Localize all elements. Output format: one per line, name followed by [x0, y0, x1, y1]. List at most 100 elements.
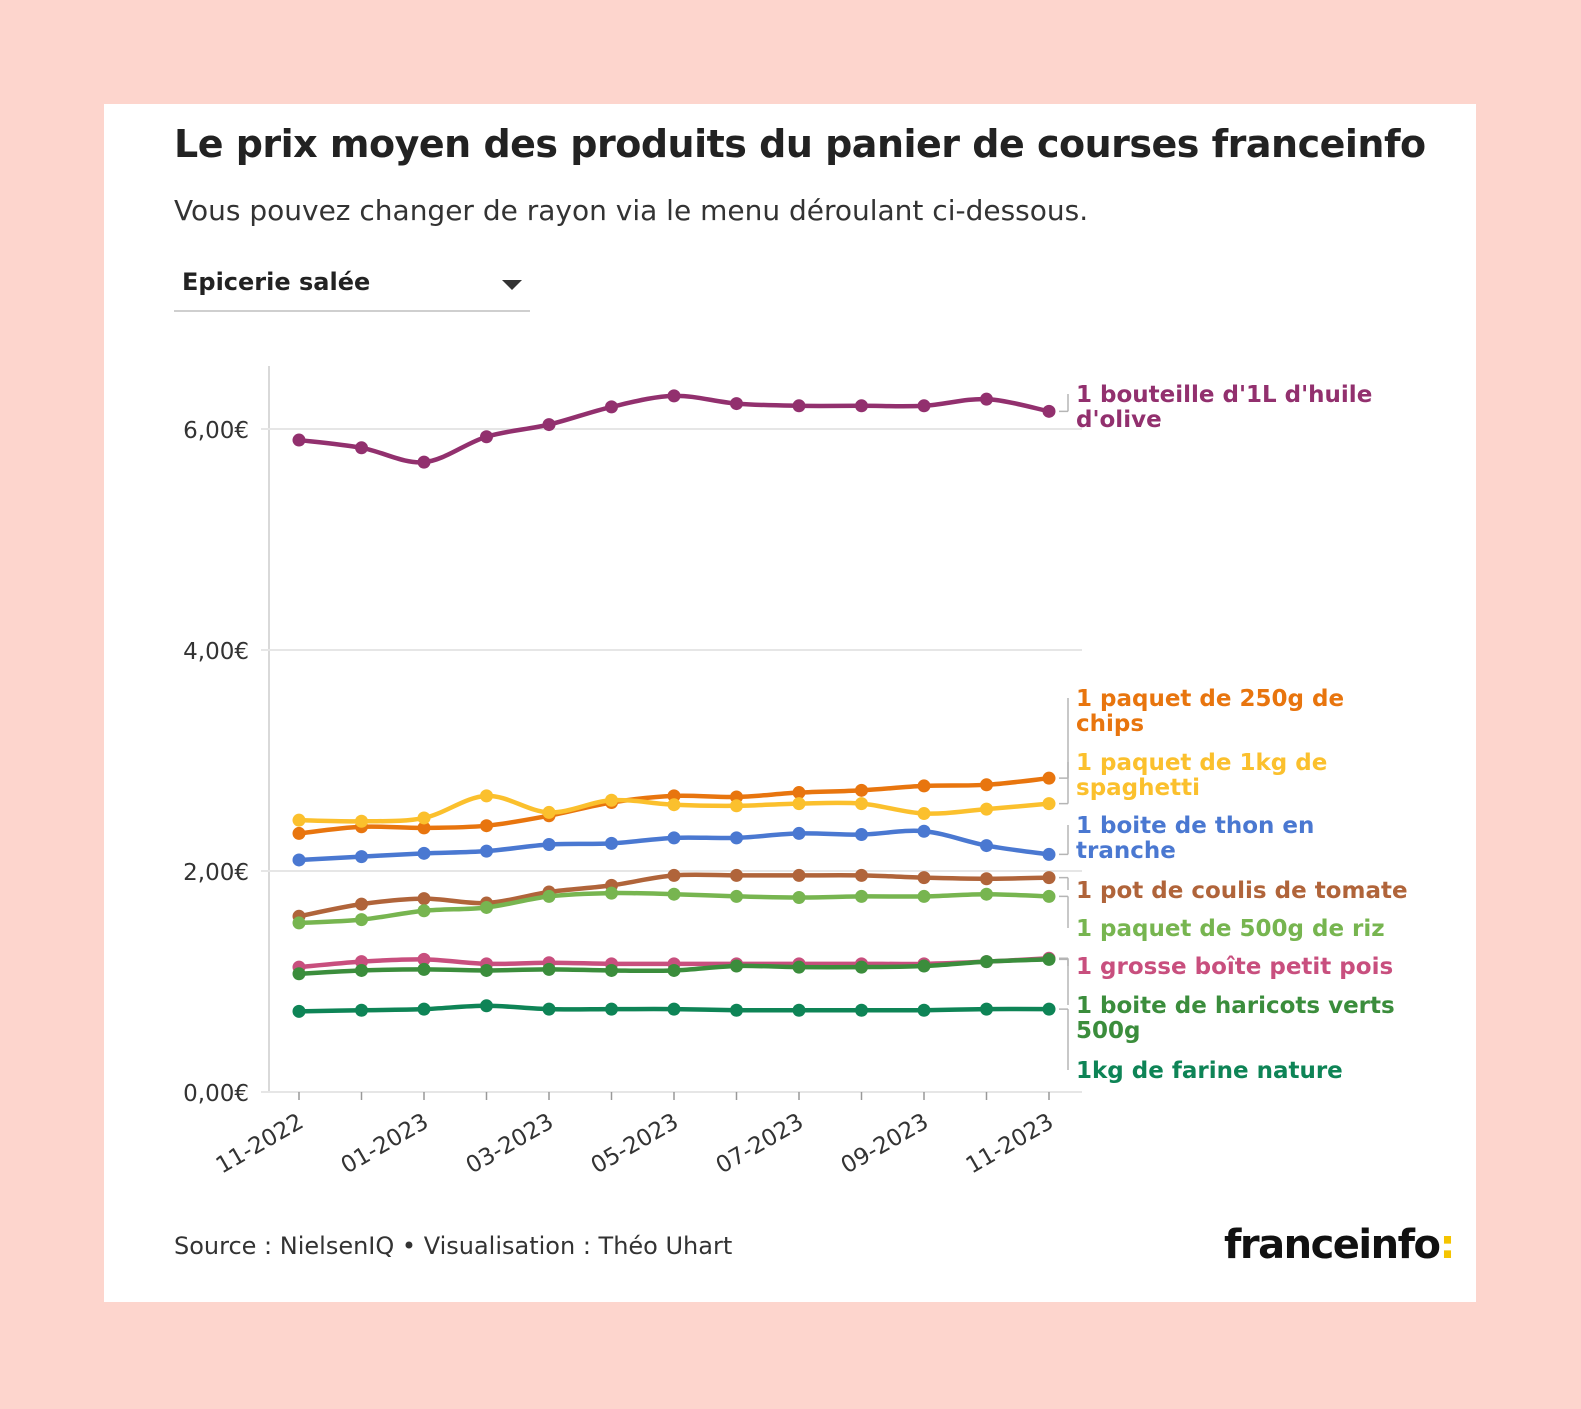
data-point	[980, 872, 993, 886]
data-point	[855, 783, 868, 797]
data-point	[855, 828, 868, 842]
label-connector	[1059, 1008, 1069, 1070]
label-connector	[1059, 958, 1069, 1005]
data-point	[667, 1002, 681, 1016]
data-point	[792, 786, 806, 800]
label-connector	[1059, 394, 1069, 413]
x-tick-label: 11-2023	[962, 1109, 1058, 1180]
data-point	[355, 850, 368, 864]
data-point	[480, 844, 493, 858]
data-point	[417, 962, 431, 976]
data-point	[667, 963, 681, 977]
data-point	[417, 821, 431, 835]
data-point	[917, 1003, 931, 1017]
series-label: 1 paquet de 500g de riz	[1076, 916, 1385, 942]
data-point	[730, 799, 743, 813]
data-point	[917, 779, 931, 793]
data-point	[480, 999, 493, 1013]
data-point	[980, 887, 993, 901]
label-connector	[1059, 825, 1069, 856]
data-point	[542, 805, 556, 819]
data-point	[1042, 952, 1056, 966]
data-point	[292, 853, 306, 867]
data-point	[855, 1003, 868, 1017]
series-label: 500g	[1076, 1018, 1140, 1044]
data-point	[417, 846, 431, 860]
data-point	[1042, 771, 1056, 785]
series-label: 1 pot de coulis de tomate	[1076, 878, 1408, 904]
label-connector	[1059, 698, 1069, 779]
rayon-dropdown[interactable]: Epicerie salée	[174, 262, 530, 312]
franceinfo-logo: franceinfo:	[1223, 1222, 1455, 1268]
data-point	[355, 814, 368, 828]
data-point	[355, 441, 368, 455]
data-point	[605, 400, 618, 414]
data-point	[292, 433, 306, 447]
series-label: 1 boite de thon en	[1076, 813, 1314, 839]
y-tick-label: 4,00€	[183, 639, 249, 665]
data-point	[730, 1003, 743, 1017]
data-point	[355, 963, 368, 977]
label-connector	[1059, 876, 1069, 890]
rayon-dropdown-value: Epicerie salée	[182, 268, 371, 296]
data-point	[667, 868, 681, 882]
data-point	[292, 826, 306, 840]
data-point	[542, 889, 556, 903]
data-point	[667, 831, 681, 845]
data-point	[980, 1002, 993, 1016]
data-point	[417, 811, 431, 825]
y-tick-label: 0,00€	[183, 1081, 249, 1107]
data-point	[917, 871, 931, 885]
data-point	[792, 868, 806, 882]
data-point	[667, 798, 681, 812]
series-label: chips	[1076, 711, 1144, 737]
data-point	[792, 1003, 806, 1017]
data-point	[480, 819, 493, 833]
series-label: 1 paquet de 1kg de	[1076, 750, 1327, 776]
data-point	[917, 824, 931, 838]
data-point	[605, 963, 618, 977]
data-point	[292, 813, 306, 827]
series-label: 1 paquet de 250g de	[1076, 686, 1344, 712]
data-point	[417, 1002, 431, 1016]
data-point	[355, 913, 368, 927]
data-point	[980, 778, 993, 792]
data-point	[417, 952, 431, 966]
data-point	[792, 891, 806, 905]
series-label: tranche	[1076, 838, 1176, 864]
line-chart: 0,00€ 2,00€ 4,00€ 6,00€ 11-2022 01-2023 03-202…	[183, 366, 1408, 1180]
data-point	[480, 963, 493, 977]
data-point	[417, 892, 431, 906]
data-point	[730, 889, 743, 903]
data-point	[730, 397, 743, 411]
data-point	[917, 889, 931, 903]
data-point	[292, 1004, 306, 1018]
source-credit: Source : NielsenIQ • Visualisation : Thé…	[174, 1232, 733, 1260]
data-point	[980, 802, 993, 816]
x-tick-label: 01-2023	[337, 1109, 433, 1180]
data-point	[292, 967, 306, 981]
data-point	[605, 886, 618, 900]
data-point	[480, 789, 493, 803]
data-point	[1042, 847, 1056, 861]
data-point	[730, 831, 743, 845]
data-point	[980, 392, 993, 406]
data-point	[730, 868, 743, 882]
data-point	[605, 793, 618, 807]
series-label: 1 bouteille d'1L d'huile	[1076, 382, 1372, 408]
data-point	[792, 797, 806, 811]
data-point	[667, 887, 681, 901]
chart-title: Le prix moyen des produits du panier de …	[174, 122, 1426, 166]
data-point	[855, 960, 868, 974]
data-point	[1042, 404, 1056, 418]
x-tick-label: 11-2022	[212, 1109, 308, 1180]
data-point	[355, 1003, 368, 1017]
series-label: 1 boite de haricots verts	[1076, 993, 1395, 1019]
data-point	[292, 916, 306, 930]
chevron-down-icon	[502, 280, 522, 290]
data-point	[980, 955, 993, 969]
data-point	[542, 837, 556, 851]
chart-subtitle: Vous pouvez changer de rayon via le menu…	[174, 194, 1089, 227]
series-label: 1 grosse boîte petit pois	[1076, 954, 1393, 980]
data-point	[355, 897, 368, 911]
